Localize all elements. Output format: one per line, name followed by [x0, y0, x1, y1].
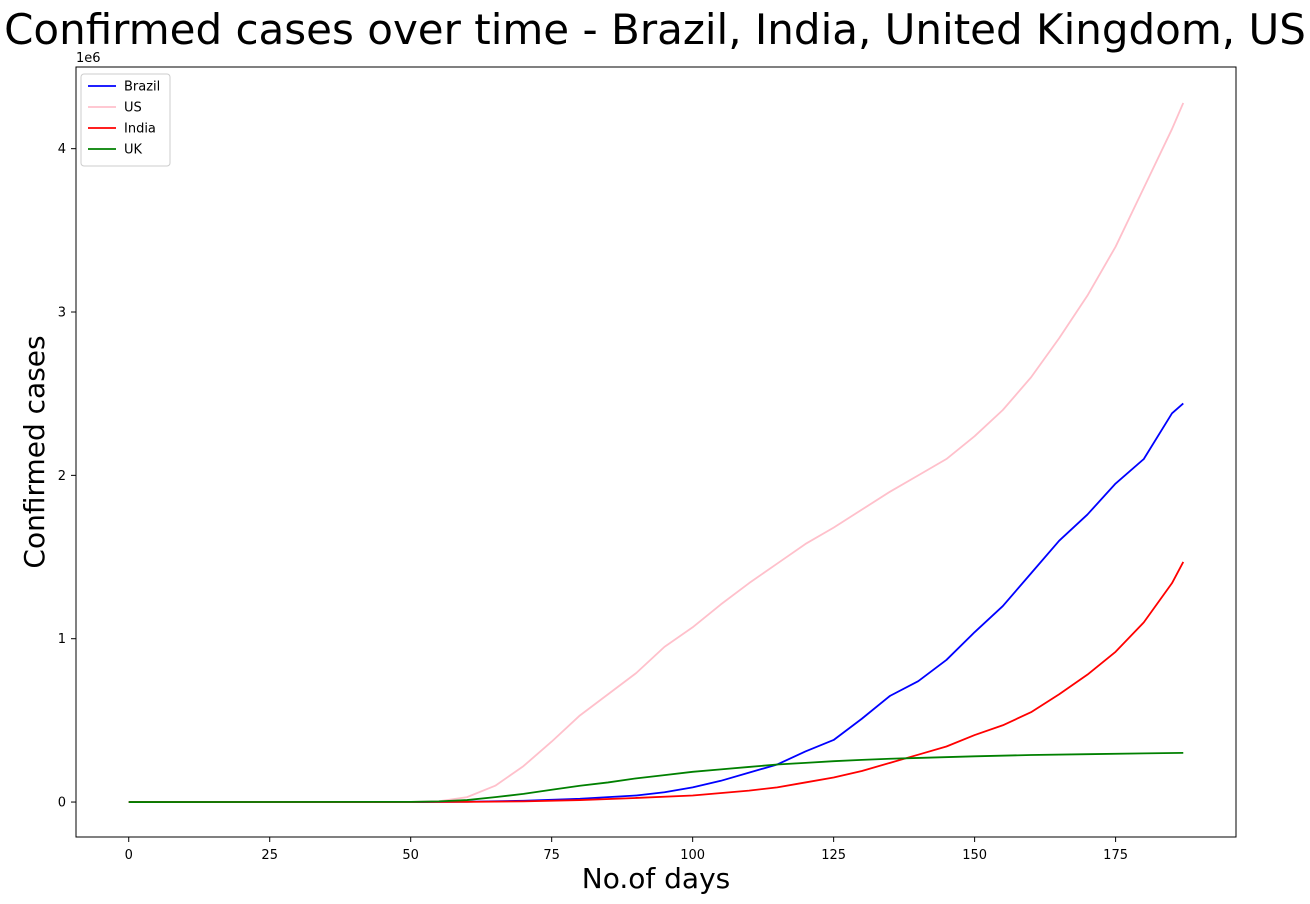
x-tick-label: 175 — [1103, 848, 1128, 863]
y-tick-label: 4 — [58, 142, 66, 157]
x-tick-label: 25 — [261, 848, 278, 863]
x-tick-label: 125 — [821, 848, 846, 863]
series-line-us — [128, 102, 1185, 803]
chart-title: Confirmed cases over time - Brazil, Indi… — [4, 5, 1306, 54]
x-tick-label: 0 — [125, 848, 133, 863]
y-tick-label: 2 — [58, 469, 66, 484]
series-line-uk — [128, 751, 1184, 803]
x-tick-label: 100 — [680, 848, 705, 863]
plot-area — [75, 66, 1237, 838]
series-line-india — [128, 561, 1185, 803]
series-lines — [128, 102, 1185, 803]
y-axis: 0 1 2 3 4 — [58, 142, 76, 811]
y-tick-label: 1 — [58, 632, 66, 647]
y-tick-label: 0 — [58, 796, 66, 811]
legend-label: Brazil — [124, 80, 160, 95]
y-scale-exponent: 1e6 — [76, 51, 101, 66]
x-tick-label: 75 — [543, 848, 560, 863]
legend-label: US — [124, 101, 142, 116]
series-line-brazil — [128, 402, 1184, 803]
y-axis-label: Confirmed cases — [18, 335, 51, 568]
legend: Brazil US India UK — [80, 73, 171, 167]
x-tick-label: 50 — [402, 848, 419, 863]
plot-frame — [75, 66, 1237, 838]
legend-label: UK — [124, 143, 143, 158]
x-tick-label: 150 — [962, 848, 987, 863]
x-axis: 0 25 50 75 100 125 150 175 — [125, 837, 1128, 863]
x-axis-label: No.of days — [582, 862, 730, 895]
legend-label: India — [124, 122, 156, 137]
y-tick-label: 3 — [58, 306, 66, 321]
legend-frame — [80, 73, 171, 167]
